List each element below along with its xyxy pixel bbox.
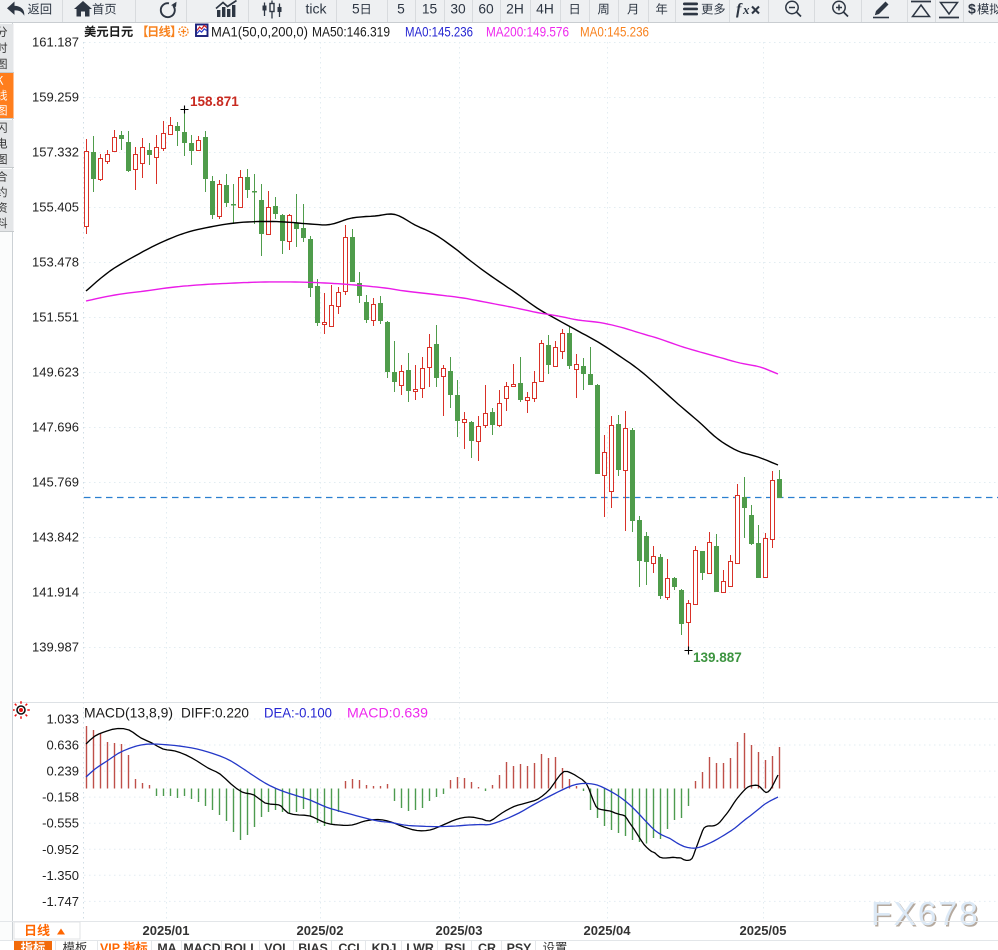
svg-text:141.914: 141.914 <box>32 585 79 600</box>
svg-text:FX678: FX678 <box>871 896 980 933</box>
svg-text:15: 15 <box>422 2 438 17</box>
svg-text:-1.350: -1.350 <box>42 868 79 883</box>
svg-text:PSY: PSY <box>507 941 533 950</box>
svg-text:2025/03: 2025/03 <box>436 923 483 938</box>
svg-text:0.636: 0.636 <box>46 738 79 753</box>
svg-text:149.623: 149.623 <box>32 365 79 380</box>
svg-text:60: 60 <box>478 2 494 17</box>
svg-text:157.332: 157.332 <box>32 145 79 160</box>
svg-text:145.769: 145.769 <box>32 475 79 490</box>
svg-text:LWR: LWR <box>406 941 434 950</box>
svg-text:159.259: 159.259 <box>32 90 79 105</box>
svg-text:158.871: 158.871 <box>190 94 239 109</box>
svg-text:2025/05: 2025/05 <box>740 923 787 938</box>
svg-text:-0.158: -0.158 <box>42 790 79 805</box>
svg-text:f: f <box>736 1 743 18</box>
svg-text:$: $ <box>968 1 976 17</box>
svg-text:VIP: VIP <box>100 941 120 950</box>
svg-text:2025/02: 2025/02 <box>297 923 344 938</box>
svg-text:151.551: 151.551 <box>32 310 79 325</box>
svg-text:MA: MA <box>157 941 176 950</box>
svg-text:4H: 4H <box>536 2 554 17</box>
svg-text:MA0:145.236: MA0:145.236 <box>580 24 649 40</box>
svg-text:MACD: MACD <box>183 941 220 950</box>
svg-text:2H: 2H <box>506 2 524 17</box>
svg-text:tick: tick <box>306 1 328 17</box>
svg-text:DIFF:0.220: DIFF:0.220 <box>181 705 249 721</box>
svg-text:153.478: 153.478 <box>32 255 79 270</box>
svg-text:30: 30 <box>450 2 466 17</box>
svg-text:CCI: CCI <box>338 941 359 950</box>
svg-text:FX678: FX678 <box>873 898 982 935</box>
svg-text:CR: CR <box>478 941 496 950</box>
svg-text:139.887: 139.887 <box>693 650 742 665</box>
svg-text:BIAS: BIAS <box>298 941 328 950</box>
svg-text:161.187: 161.187 <box>32 35 79 50</box>
svg-text:139.987: 139.987 <box>32 640 79 655</box>
svg-text:MA1(50,0,200,0): MA1(50,0,200,0) <box>211 24 308 40</box>
svg-text:5: 5 <box>352 2 360 17</box>
svg-text:x: x <box>742 2 750 17</box>
svg-text:MACD:0.639: MACD:0.639 <box>347 705 428 721</box>
svg-text:MA50:146.319: MA50:146.319 <box>312 24 390 40</box>
svg-text:2025/01: 2025/01 <box>143 923 190 938</box>
svg-text:BOLL: BOLL <box>224 941 258 950</box>
svg-text:-0.952: -0.952 <box>42 842 79 857</box>
svg-text:147.696: 147.696 <box>32 420 79 435</box>
svg-text:KDJ: KDJ <box>372 941 397 950</box>
svg-text:0.239: 0.239 <box>46 764 79 779</box>
svg-text:-0.555: -0.555 <box>42 816 79 831</box>
svg-text:MA200:149.576: MA200:149.576 <box>486 24 569 40</box>
svg-text:155.405: 155.405 <box>32 200 79 215</box>
svg-text:2025/04: 2025/04 <box>584 923 632 938</box>
svg-text:VOL: VOL <box>264 941 290 950</box>
svg-text:1.033: 1.033 <box>46 712 79 727</box>
svg-text:MA0:145.236: MA0:145.236 <box>405 24 473 40</box>
svg-text:DEA:-0.100: DEA:-0.100 <box>264 705 332 721</box>
svg-text:5: 5 <box>397 2 405 17</box>
svg-text:-1.747: -1.747 <box>42 894 79 909</box>
svg-text:143.842: 143.842 <box>32 530 79 545</box>
svg-text:MACD(13,8,9): MACD(13,8,9) <box>84 705 173 721</box>
svg-text:RSI: RSI <box>445 941 466 950</box>
